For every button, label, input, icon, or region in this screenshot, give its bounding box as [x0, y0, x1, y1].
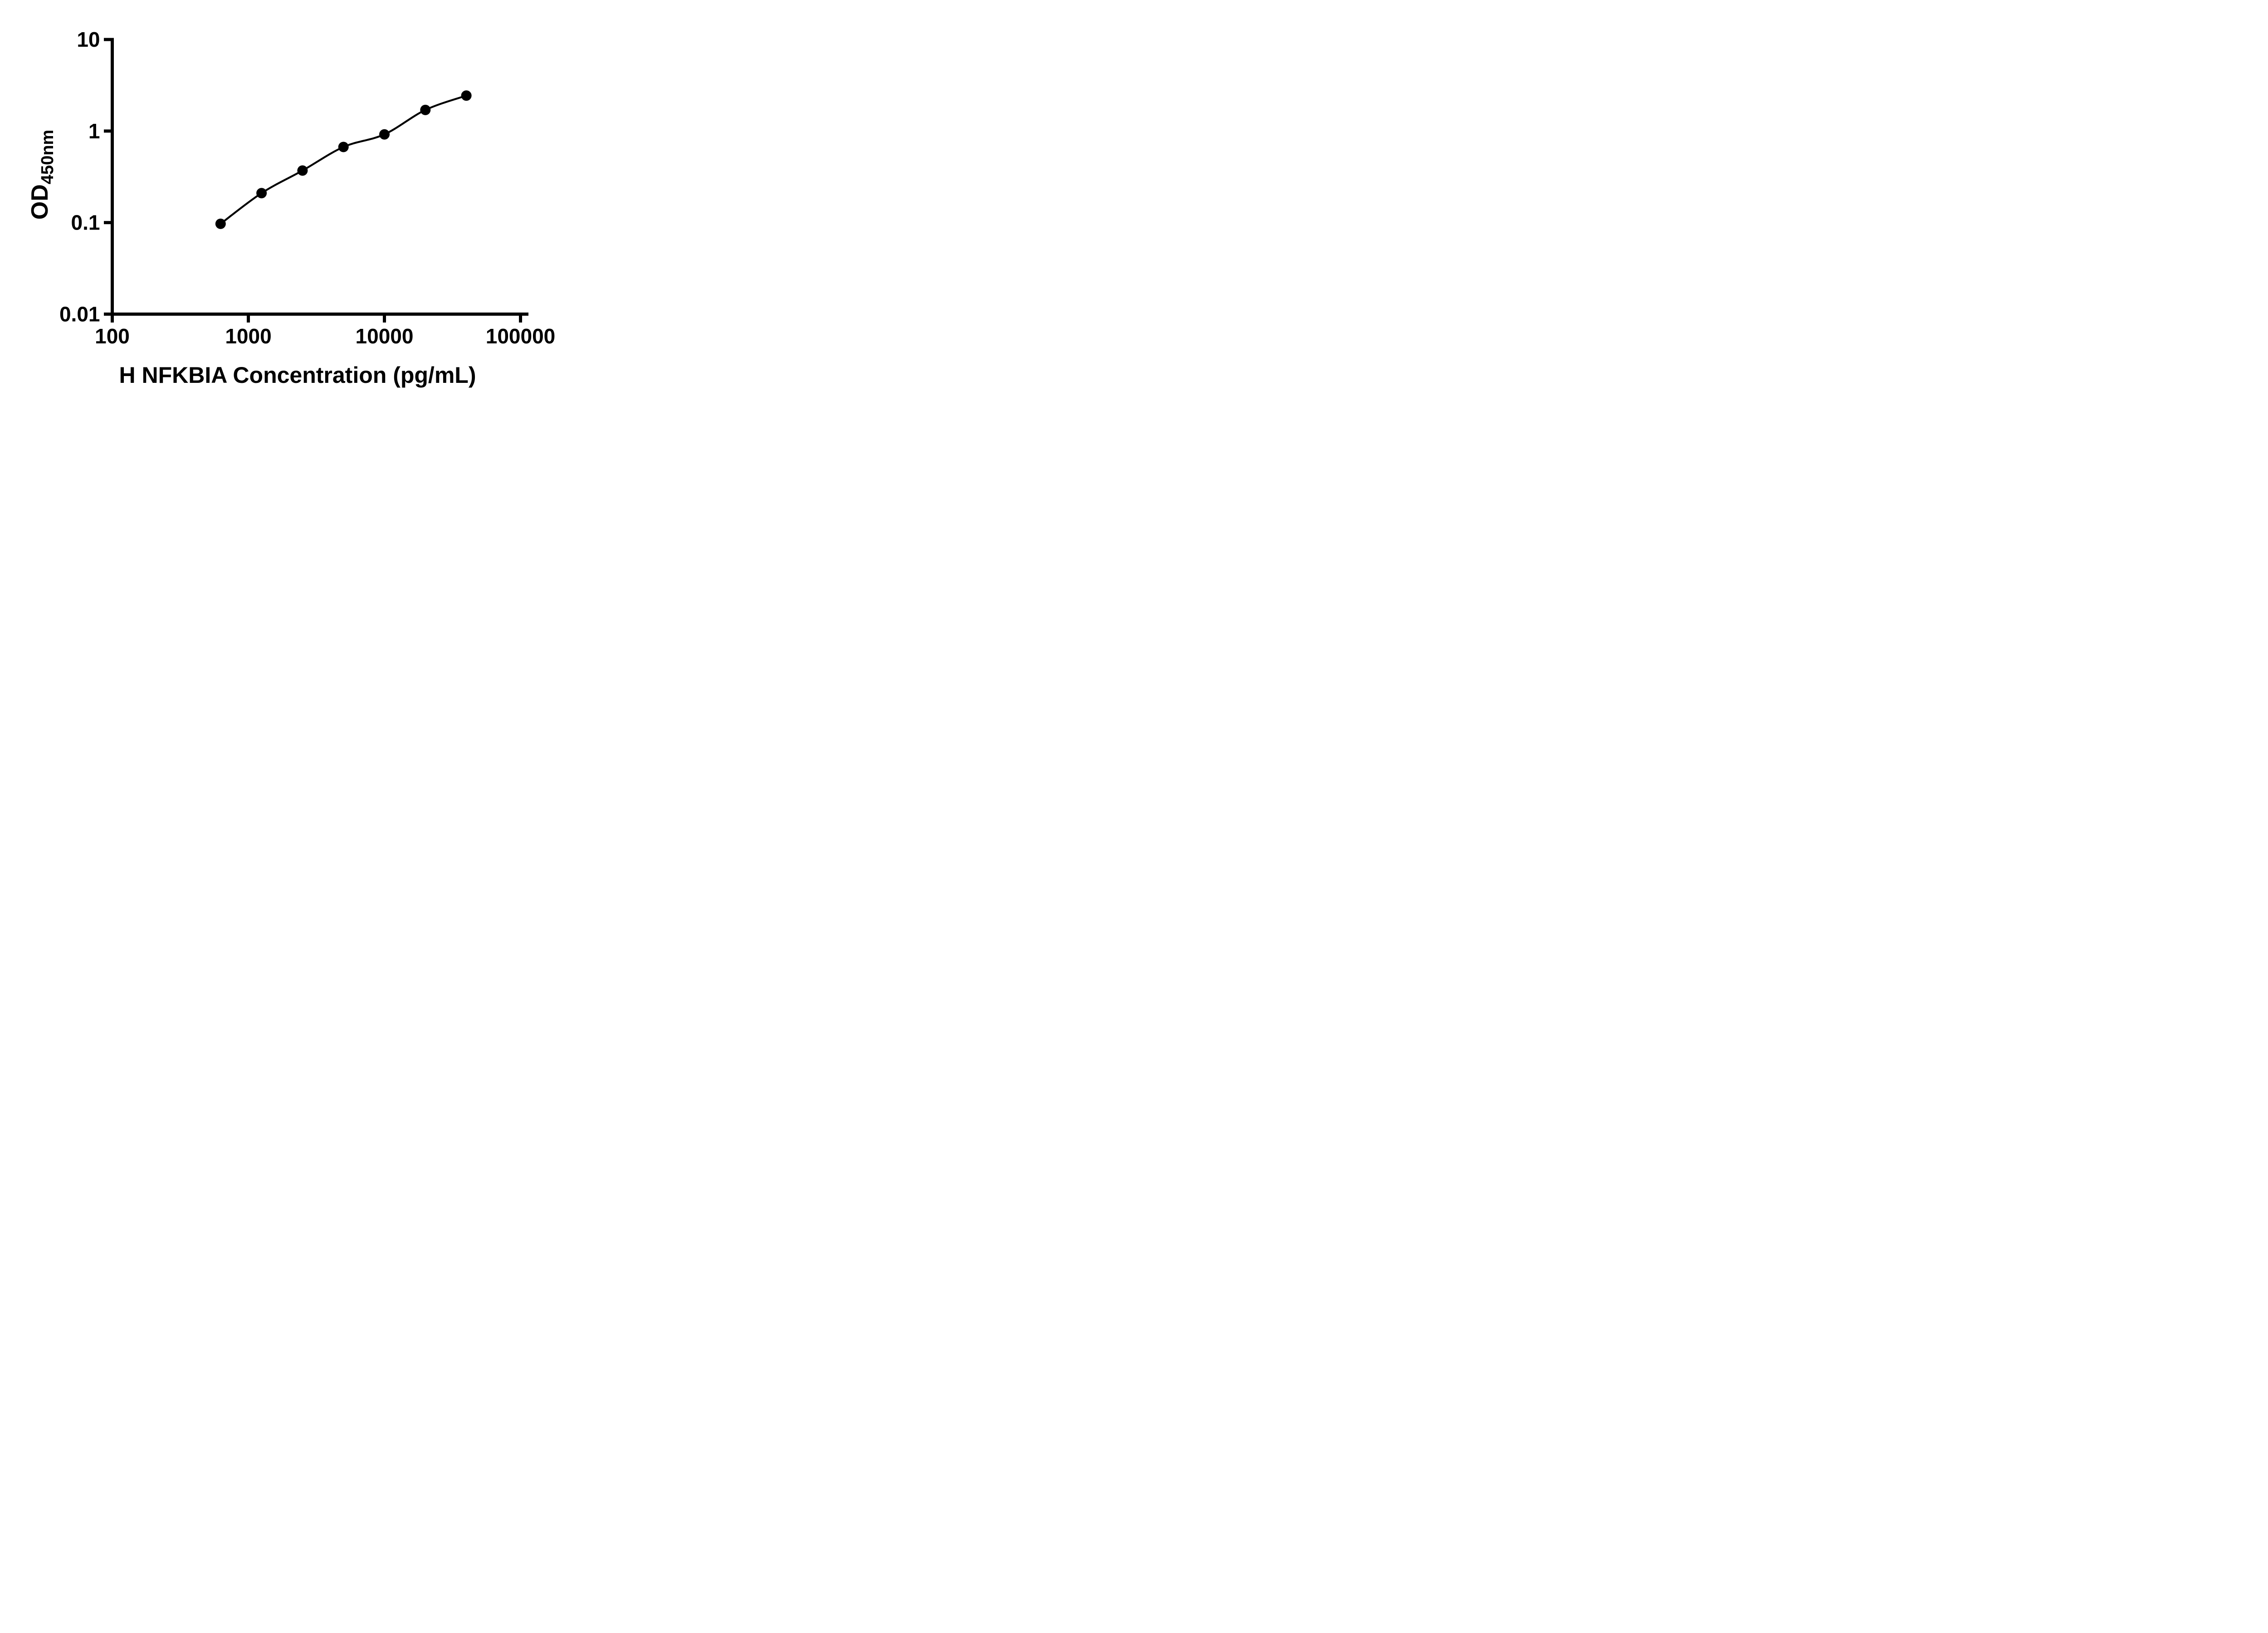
data-point [420, 104, 431, 115]
elisa-standard-curve-figure: 10 1 0.1 0.01 100 1000 10000 100000 H NFKBIA Co… [0, 0, 583, 408]
y-tick-label: 0.1 [71, 211, 100, 235]
y-axis-title-subscript: 450nm [38, 129, 57, 185]
x-axis-title-text: H NFKBIA Concentration (pg/mL) [119, 362, 476, 388]
data-point [338, 142, 349, 152]
x-tick-label: 1000 [225, 324, 271, 348]
x-tick-label: 10000 [356, 324, 414, 348]
data-point [379, 129, 390, 140]
y-axis-title-base: OD [27, 184, 53, 220]
y-tick-label: 1 [88, 119, 100, 143]
data-point [215, 218, 226, 229]
x-tick-label: 100000 [486, 324, 556, 348]
data-point [297, 165, 308, 176]
standard-curve-line [220, 94, 467, 225]
y-tick-label: 0.01 [59, 303, 100, 326]
x-tick-label: 100 [95, 324, 130, 348]
x-axis-title: H NFKBIA Concentration (pg/mL) [119, 362, 476, 388]
y-axis-title: OD 450nm [26, 84, 64, 265]
y-tick-label: 10 [77, 28, 100, 51]
data-point [256, 188, 267, 199]
data-point [461, 90, 472, 101]
